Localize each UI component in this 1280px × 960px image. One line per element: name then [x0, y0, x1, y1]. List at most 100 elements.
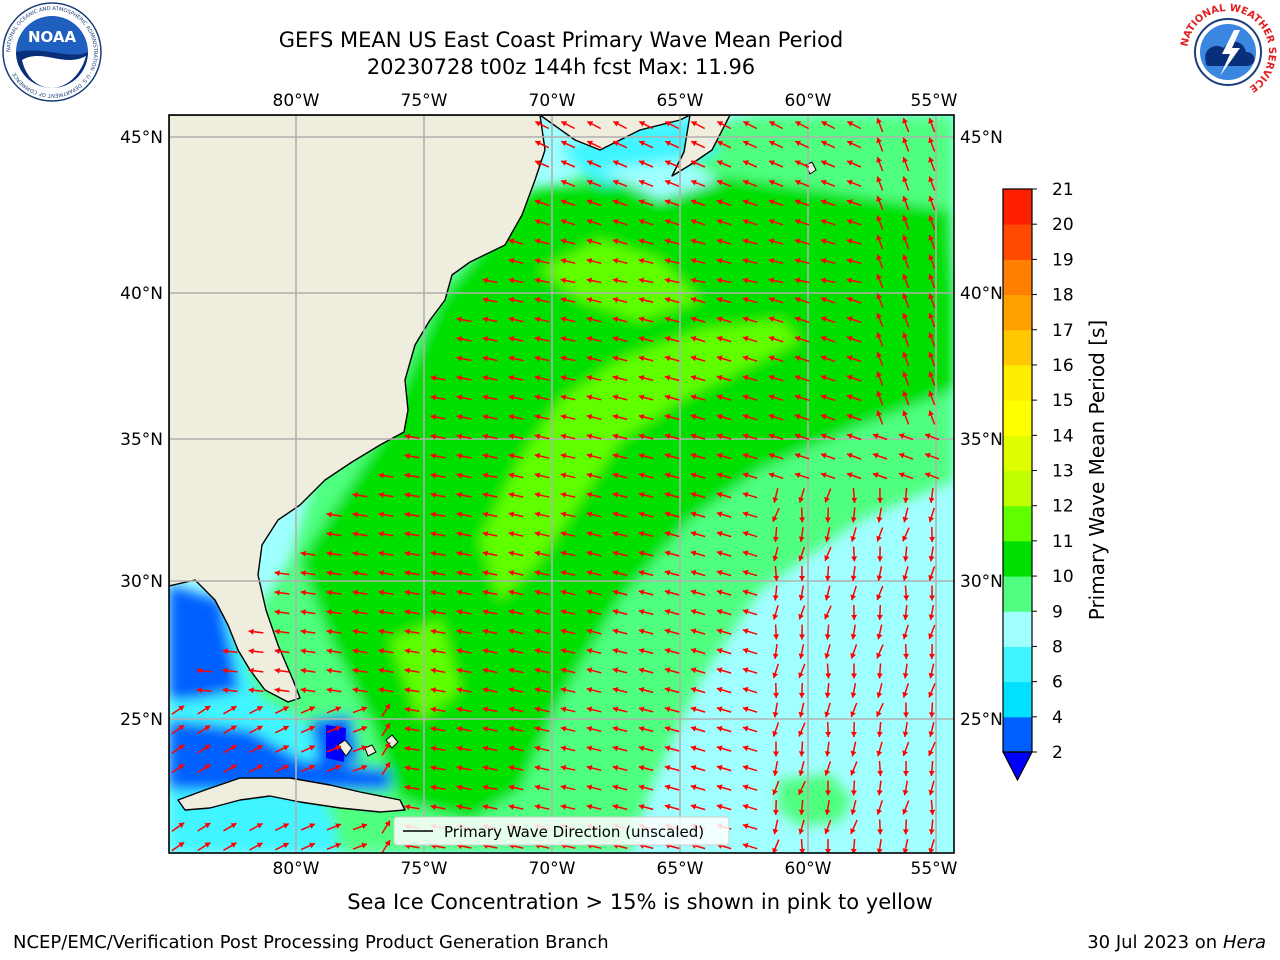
wave-direction-arrowhead: [824, 809, 831, 815]
wave-direction-arrowhead: [638, 297, 645, 303]
wave-direction-arrowhead: [716, 647, 723, 654]
wave-direction-arrowhead: [742, 589, 749, 596]
wave-direction-arrowhead: [690, 647, 697, 654]
wave-direction-arrowhead: [482, 453, 489, 459]
wave-direction-arrowhead: [798, 536, 805, 542]
wave-direction-arrowhead: [846, 258, 853, 264]
wave-direction-arrowhead: [928, 410, 934, 417]
wave-direction-arrowhead: [335, 706, 341, 712]
wave-direction-arrowhead: [824, 653, 831, 659]
wave-direction-arrowhead: [430, 375, 437, 381]
wave-direction-arrowhead: [586, 218, 593, 225]
nws-logo-icon: NATIONAL WEATHER SERVICE: [1179, 3, 1277, 101]
wave-direction-arrowhead: [638, 531, 645, 537]
wave-direction-arrowhead: [378, 492, 384, 498]
wave-direction-arrowhead: [742, 472, 749, 479]
wave-direction-arrowhead: [902, 497, 909, 503]
wave-direction-arrowhead: [664, 394, 671, 401]
wave-direction-arrowhead: [928, 829, 935, 835]
wave-direction-arrowhead: [691, 140, 697, 147]
wave-direction-arrowhead: [613, 179, 619, 186]
wave-direction-arrowhead: [352, 589, 358, 596]
wave-direction-arrowhead: [508, 511, 515, 518]
wave-direction-arrowhead: [768, 277, 775, 284]
wave-direction-arrowhead: [535, 140, 541, 147]
wave-direction-arrowhead: [846, 335, 853, 342]
wave-direction-arrowhead: [456, 589, 463, 596]
wave-direction-arrowhead: [664, 413, 671, 420]
wave-direction-arrowhead: [612, 375, 619, 381]
wave-direction-arrowhead: [404, 492, 411, 498]
colorbar-tick-label: 15: [1052, 391, 1074, 411]
wave-direction-arrowhead: [300, 550, 306, 557]
noaa-logo-text: NOAA: [28, 28, 77, 46]
wave-direction-arrowhead: [456, 414, 463, 420]
wave-direction-arrowhead: [586, 472, 593, 479]
wave-direction-arrowhead: [768, 238, 775, 245]
wave-direction-arrowhead: [534, 706, 541, 713]
wave-direction-arrowhead: [508, 687, 515, 693]
wave-direction-arrowhead: [482, 648, 489, 654]
wave-direction-arrowhead: [508, 550, 515, 557]
wave-direction-arrowhead: [430, 648, 437, 654]
wave-direction-arrowhead: [928, 157, 934, 163]
wave-direction-arrowhead: [282, 823, 289, 829]
wave-direction-arrowhead: [534, 394, 541, 401]
wave-direction-arrowhead: [690, 199, 697, 205]
wave-direction-arrowhead: [903, 595, 910, 601]
wave-direction-arrowhead: [742, 803, 749, 810]
wave-direction-arrowhead: [742, 199, 749, 205]
colorbar-segment: [1003, 259, 1032, 296]
wave-direction-arrowhead: [798, 789, 804, 795]
wave-direction-arrowhead: [872, 472, 879, 478]
wave-direction-arrowhead: [560, 667, 567, 674]
wave-direction-arrowhead: [560, 218, 567, 225]
wave-direction-arrowhead: [690, 745, 697, 752]
wave-direction-arrowhead: [798, 613, 804, 620]
wave-direction-arrowhead: [638, 336, 645, 342]
wave-direction-arrowhead: [742, 296, 749, 303]
wave-direction-arrowhead: [430, 570, 437, 576]
wave-direction-arrowhead: [256, 764, 263, 770]
wave-direction-arrowhead: [821, 121, 828, 127]
wave-direction-arrowhead: [535, 160, 541, 166]
wave-direction-arrowhead: [378, 511, 384, 518]
wave-direction-arrowhead: [404, 745, 411, 752]
wave-direction-arrowhead: [384, 723, 390, 729]
wave-direction-arrowhead: [664, 316, 671, 323]
wave-direction-arrowhead: [690, 784, 697, 791]
wave-direction-arrowhead: [326, 511, 332, 518]
colorbar-tick-label: 10: [1052, 567, 1074, 587]
wave-direction-arrowhead: [716, 550, 723, 557]
wave-direction-arrowhead: [638, 511, 645, 518]
wave-direction-arrowhead: [690, 667, 697, 674]
wave-direction-arrowhead: [794, 199, 801, 205]
wave-direction-arrowhead: [335, 725, 341, 732]
wave-direction-arrowhead: [274, 609, 280, 616]
wave-direction-arrowhead: [282, 706, 289, 712]
wave-direction-arrowhead: [876, 157, 882, 163]
wave-direction-arrowhead: [876, 535, 882, 542]
wave-direction-arrowhead: [902, 673, 909, 679]
wave-direction-arrowhead: [769, 179, 775, 186]
wave-direction-arrowhead: [772, 516, 778, 522]
wave-direction-arrowhead: [820, 433, 827, 439]
wave-direction-arrowhead: [456, 687, 463, 693]
wave-direction-arrowhead: [612, 687, 619, 693]
wave-direction-arrowhead: [204, 706, 211, 712]
wave-direction-arrowhead: [902, 410, 908, 417]
wave-direction-arrowhead: [378, 628, 384, 635]
wave-direction-arrowhead: [876, 371, 882, 378]
wave-direction-arrowhead: [230, 706, 237, 712]
wave-direction-arrowhead: [378, 589, 384, 596]
wave-direction-arrowhead: [430, 745, 437, 752]
wave-direction-arrowhead: [508, 745, 515, 752]
wave-direction-arrowhead: [846, 199, 853, 205]
wave-direction-arrowhead: [638, 375, 645, 381]
wave-direction-arrowhead: [743, 160, 749, 166]
wave-direction-arrowhead: [820, 238, 827, 245]
wave-direction-arrowhead: [824, 594, 831, 601]
wave-direction-arrowhead: [256, 706, 263, 712]
wave-direction-arrowhead: [798, 672, 804, 678]
wave-direction-arrowhead: [404, 550, 411, 557]
